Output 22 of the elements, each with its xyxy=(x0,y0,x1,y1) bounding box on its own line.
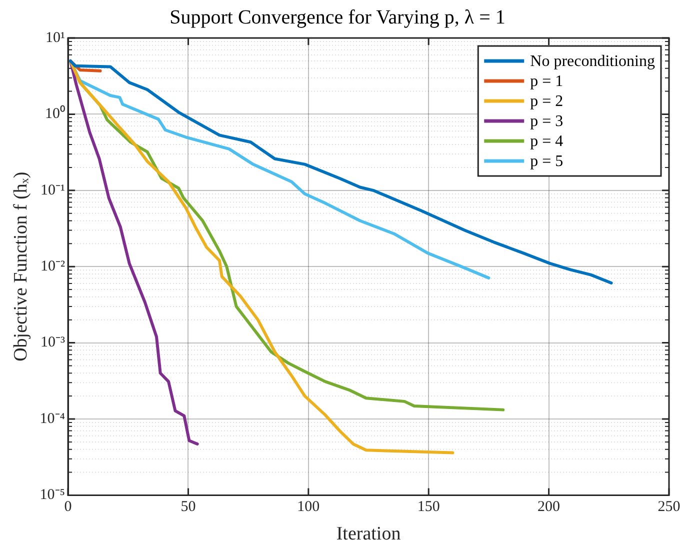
legend-label: p = 2 xyxy=(530,93,564,110)
x-tick-label: 250 xyxy=(658,499,680,516)
x-tick-label: 50 xyxy=(180,499,196,516)
y-tick-label: 10⁻⁵ xyxy=(40,487,66,504)
x-tick-label: 0 xyxy=(64,499,72,516)
legend-label: No preconditioning xyxy=(530,53,656,70)
legend-label: p = 3 xyxy=(530,113,564,130)
y-tick-label: 10⁻⁴ xyxy=(40,410,66,427)
legend-label: p = 4 xyxy=(530,133,564,150)
x-tick-label: 200 xyxy=(538,499,560,516)
x-axis-title: Iteration xyxy=(336,524,402,545)
y-axis-title: Objective Function f (hₓ) xyxy=(10,172,32,362)
y-tick-label: 10¹ xyxy=(46,30,66,46)
legend-label: p = 1 xyxy=(530,73,564,90)
y-tick-label: 10⁰ xyxy=(45,105,66,122)
x-tick-label: 100 xyxy=(297,499,320,516)
legend-label: p = 5 xyxy=(530,153,564,170)
x-tick-label: 150 xyxy=(417,499,440,516)
y-tick-label: 10⁻¹ xyxy=(40,182,66,198)
y-tick-label: 10⁻³ xyxy=(40,334,66,351)
y-tick-label: 10⁻² xyxy=(40,258,66,275)
chart-title: Support Convergence for Varying p, λ = 1 xyxy=(170,6,506,28)
